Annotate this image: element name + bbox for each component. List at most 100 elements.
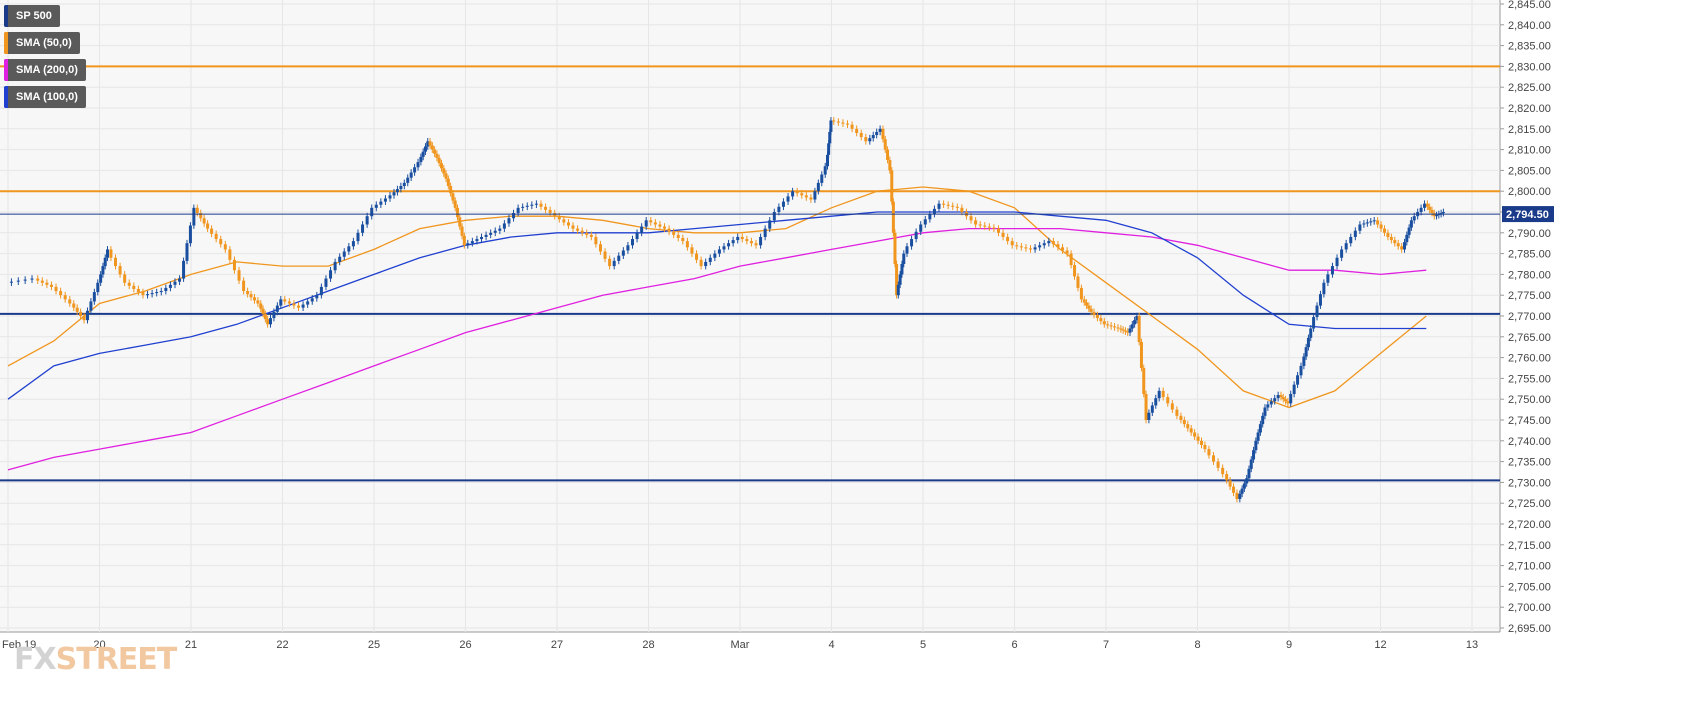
candle-body [1252, 450, 1256, 460]
candle-body [905, 246, 909, 254]
candle-body [630, 239, 634, 246]
candle-body [444, 173, 448, 179]
candle-body [571, 225, 575, 229]
candle-body [1170, 403, 1174, 410]
candle-body [754, 243, 758, 246]
y-tick-label: 2,820.00 [1508, 103, 1551, 115]
candle-body [79, 311, 83, 316]
candle-body [232, 259, 236, 271]
candle-body [825, 154, 829, 167]
candle-body [1245, 478, 1249, 484]
candle-body [902, 253, 906, 264]
candle-body [1024, 247, 1028, 249]
y-tick-label: 2,745.00 [1508, 415, 1551, 427]
candle-body [182, 260, 186, 279]
candle-body [1186, 424, 1190, 429]
candle-body [1082, 299, 1086, 303]
candle-body [1412, 216, 1416, 221]
legend-item-sp500[interactable]: SP 500 [4, 5, 60, 27]
candle-body [768, 220, 772, 229]
candle-body [955, 206, 959, 208]
candle-body [82, 316, 86, 321]
candle-body [242, 280, 246, 292]
candle-body [399, 186, 403, 190]
candle-body [1437, 214, 1441, 216]
candle-body [413, 167, 417, 173]
candle-body [455, 207, 459, 218]
candle-body [886, 149, 890, 160]
y-tick-label: 2,800.00 [1508, 186, 1551, 198]
candle-body [1029, 248, 1033, 250]
candle-body [470, 241, 474, 244]
candle-body [969, 216, 973, 221]
candle-body [1247, 468, 1251, 479]
candle-body [1207, 449, 1211, 456]
y-tick-label: 2,825.00 [1508, 82, 1551, 94]
candle-body [1106, 324, 1110, 326]
candle-body [663, 226, 667, 229]
candle-body [544, 206, 548, 210]
candle-body [287, 301, 291, 304]
candle-body [791, 191, 795, 197]
series-line [7, 186, 1427, 409]
candle-body [992, 227, 996, 229]
candle-body [1065, 250, 1069, 254]
candle-body [1085, 302, 1089, 306]
candle-body [562, 219, 566, 223]
candle-body [1157, 390, 1161, 399]
series-line [7, 227, 1427, 471]
candle-body [1119, 328, 1123, 330]
candle-body [893, 232, 897, 264]
candle-body [1423, 203, 1427, 208]
logo-part-street: STREET [55, 642, 178, 677]
y-tick-label: 2,830.00 [1508, 61, 1551, 73]
legend-item-sma100[interactable]: SMA (100,0) [4, 86, 86, 108]
legend-item-sma50[interactable]: SMA (50,0) [4, 32, 80, 54]
candle-body [1409, 220, 1413, 228]
candle-body [347, 246, 351, 252]
candle-body [731, 240, 735, 244]
candle-body [315, 295, 319, 299]
candle-body [68, 299, 72, 304]
candle-body [489, 232, 493, 235]
last-price-badge [1502, 206, 1554, 223]
x-tick-label: 22 [276, 639, 288, 651]
candle-body [210, 228, 214, 234]
candle-body [557, 216, 561, 220]
candle-body [621, 250, 625, 256]
candle-body [141, 292, 145, 296]
candle-body [566, 222, 570, 226]
candle-body [168, 284, 172, 288]
candle-body [1069, 253, 1073, 266]
candle-body [832, 120, 836, 122]
candle-body [103, 257, 107, 267]
candle-body [809, 197, 813, 200]
y-tick-label: 2,810.00 [1508, 145, 1551, 157]
candle-body [1200, 440, 1204, 445]
candle-body [983, 225, 987, 227]
candle-body [1258, 424, 1262, 433]
candle-body [1330, 266, 1334, 275]
candle-body [419, 156, 423, 163]
candle-body [1240, 488, 1244, 494]
candle-body [829, 120, 833, 132]
candle-body [1175, 409, 1179, 416]
candle-body [1407, 227, 1411, 235]
candle-body [54, 286, 58, 292]
candle-body [1242, 483, 1246, 489]
candle-body [1161, 390, 1165, 398]
candle-body [246, 291, 250, 295]
y-tick-label: 2,740.00 [1508, 436, 1551, 448]
candle-body [1340, 249, 1344, 258]
candle-body [1123, 330, 1127, 332]
candle-body [132, 285, 136, 289]
legend-item-sma200[interactable]: SMA (200,0) [4, 59, 86, 81]
candle-body [118, 266, 122, 275]
candle-body [310, 298, 314, 302]
candle-body [640, 226, 644, 233]
candle-body [502, 223, 506, 229]
candle-body [800, 193, 804, 196]
candle-body [297, 305, 301, 308]
